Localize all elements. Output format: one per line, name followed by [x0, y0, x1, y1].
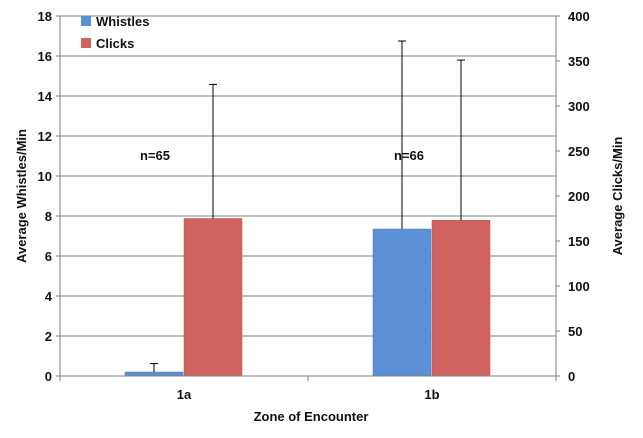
- x-axis-ticks: 1a 1b: [59, 376, 557, 402]
- right-tick-label: 250: [568, 144, 590, 159]
- bar-clicks-1b: [431, 220, 491, 377]
- x-tick-label: 1a: [177, 387, 192, 402]
- bar-whistles-1a: [124, 371, 184, 377]
- annotation-n-1a: n=65: [140, 148, 170, 163]
- legend-label-clicks: Clicks: [96, 36, 134, 51]
- left-tick-label: 0: [45, 369, 52, 384]
- left-axis-ticks: 0 2 4 6 8 10 12 14 16 18: [38, 9, 60, 384]
- x-axis-title: Zone of Encounter: [254, 409, 369, 424]
- bar-clicks-1a: [183, 218, 243, 377]
- right-tick-label: 100: [568, 279, 590, 294]
- y-axis-right-title: Average Clicks/Min: [610, 137, 625, 256]
- legend-swatch-clicks: [81, 38, 91, 48]
- left-tick-label: 18: [38, 9, 52, 24]
- right-tick-label: 0: [568, 369, 575, 384]
- bar-whistles-1b: [372, 228, 432, 377]
- gridlines: [60, 15, 556, 337]
- y-axis-left-title: Average Whistles/Min: [14, 129, 29, 263]
- right-tick-label: 400: [568, 9, 590, 24]
- left-tick-label: 16: [38, 49, 52, 64]
- left-tick-label: 12: [38, 129, 52, 144]
- right-tick-label: 50: [568, 324, 582, 339]
- left-tick-label: 6: [45, 249, 52, 264]
- right-tick-label: 300: [568, 99, 590, 114]
- right-axis-ticks: 0 50 100 150 200 250 300 350 400: [556, 9, 590, 384]
- right-tick-label: 150: [568, 234, 590, 249]
- x-tick-label: 1b: [424, 387, 439, 402]
- legend-label-whistles: Whistles: [96, 14, 149, 29]
- left-tick-label: 10: [38, 169, 52, 184]
- legend-swatch-whistles: [81, 16, 91, 26]
- error-bars: [150, 40, 465, 372]
- right-tick-label: 350: [568, 54, 590, 69]
- left-tick-label: 2: [45, 329, 52, 344]
- left-tick-label: 8: [45, 209, 52, 224]
- annotation-n-1b: n=66: [394, 148, 424, 163]
- right-tick-label: 200: [568, 189, 590, 204]
- left-tick-label: 4: [45, 289, 53, 304]
- legend: Whistles Clicks: [81, 14, 149, 51]
- left-tick-label: 14: [38, 89, 53, 104]
- bars: [124, 218, 491, 377]
